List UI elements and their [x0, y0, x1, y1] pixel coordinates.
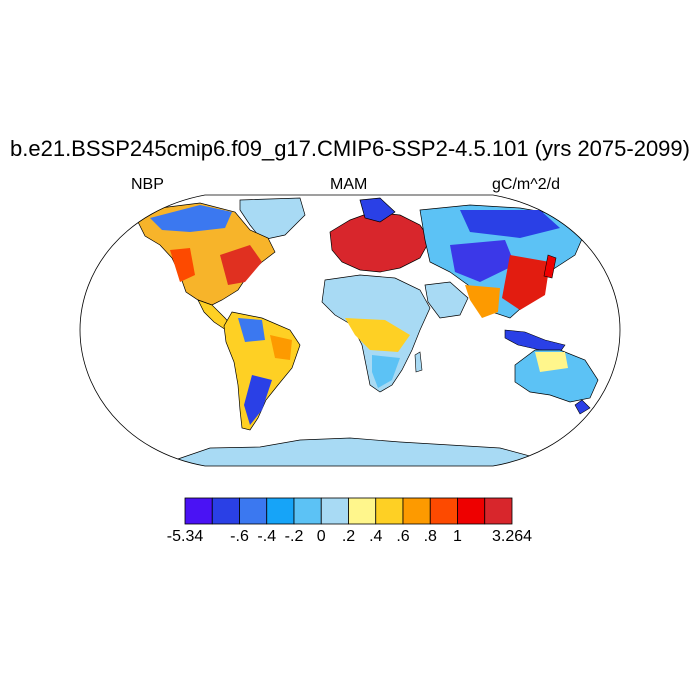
- colorbar-cell: [266, 497, 295, 525]
- colorbar-tick-label: .8: [423, 528, 437, 545]
- south-america-north: [238, 318, 265, 342]
- central-asia: [450, 240, 515, 282]
- siberia: [460, 210, 560, 238]
- variable-label: NBP: [131, 176, 164, 193]
- south-asia: [465, 285, 500, 318]
- australia: [514, 349, 599, 403]
- colorbar-cell: [320, 497, 349, 525]
- colorbar-tick-label: 0: [316, 528, 326, 545]
- madagascar: [414, 351, 423, 373]
- australia-north: [535, 352, 568, 372]
- colorbar-tick-label: -.2: [284, 528, 304, 545]
- plot-title: b.e21.BSSP245cmip6.f09_g17.CMIP6-SSP2-4.…: [10, 136, 690, 161]
- colorbar-cell: [293, 497, 322, 525]
- colorbar-cell: [402, 497, 431, 525]
- new-zealand: [574, 399, 591, 415]
- scandinavia: [359, 197, 396, 223]
- colorbar-tick-label: 1: [453, 528, 462, 545]
- colorbar-cell: [211, 497, 240, 525]
- map-border: [79, 194, 621, 467]
- colorbar-cell: [239, 497, 268, 525]
- africa-south: [372, 355, 400, 388]
- arabian-peninsula: [424, 281, 469, 319]
- colorbar-cell: [348, 497, 377, 525]
- japan: [543, 254, 557, 279]
- colorbar-cell: [484, 497, 513, 525]
- colorbar-tick-label: .6: [396, 528, 410, 545]
- colorbar-tick-label: 3.264: [491, 528, 533, 545]
- colorbar-cell: [457, 497, 486, 525]
- north-america-west: [170, 248, 195, 282]
- colorbar-tick-label: .2: [341, 528, 356, 545]
- north-america-east: [220, 245, 262, 285]
- africa-central: [345, 318, 410, 352]
- season-label: MAM: [330, 176, 368, 193]
- north-america-north: [150, 205, 232, 232]
- south-america-east: [270, 335, 292, 360]
- greenland: [239, 197, 306, 241]
- colorbar-tick-label: -.6: [230, 528, 249, 545]
- antarctica: [169, 437, 541, 466]
- colorbar-tick-label: .4: [369, 528, 383, 545]
- colorbar-cell: [429, 497, 458, 525]
- east-asia: [502, 255, 550, 310]
- colorbar-cell: [184, 497, 213, 525]
- colorbar-tick-label: -.4: [257, 528, 277, 545]
- south-america-south: [244, 375, 272, 425]
- units-label: gC/m^2/d: [492, 176, 560, 193]
- colorbar-tick-label: -5.34: [166, 528, 204, 545]
- colorbar-cell: [375, 497, 404, 525]
